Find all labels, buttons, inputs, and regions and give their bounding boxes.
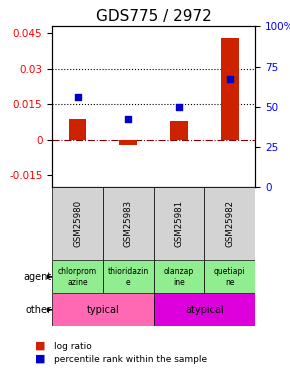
Text: other: other: [25, 305, 51, 315]
Bar: [154, 293, 255, 326]
Point: [177, 104, 182, 110]
Bar: [119, 140, 137, 145]
Bar: [52, 293, 154, 326]
Text: atypical: atypical: [185, 305, 224, 315]
Text: quetiapi
ne: quetiapi ne: [214, 267, 246, 286]
Bar: [52, 187, 103, 260]
Text: GSM25983: GSM25983: [124, 200, 133, 248]
Bar: [69, 118, 86, 140]
Text: olanzap
ine: olanzap ine: [164, 267, 194, 286]
Text: GSM25980: GSM25980: [73, 200, 82, 248]
Bar: [154, 260, 204, 293]
Bar: [204, 260, 255, 293]
Bar: [170, 121, 188, 140]
Text: ■: ■: [35, 354, 45, 364]
Bar: [103, 187, 154, 260]
Bar: [221, 38, 239, 140]
Text: percentile rank within the sample: percentile rank within the sample: [54, 355, 207, 364]
Text: typical: typical: [87, 305, 119, 315]
Bar: [103, 260, 154, 293]
Text: chlorprom
azine: chlorprom azine: [58, 267, 97, 286]
Text: thioridazin
e: thioridazin e: [108, 267, 149, 286]
Bar: [154, 187, 204, 260]
Title: GDS775 / 2972: GDS775 / 2972: [96, 9, 212, 24]
Bar: [52, 260, 103, 293]
Text: GSM25982: GSM25982: [225, 200, 234, 248]
Bar: [204, 187, 255, 260]
Text: agent: agent: [23, 272, 51, 282]
Point: [126, 116, 130, 122]
Point: [227, 76, 232, 82]
Point: [75, 94, 80, 100]
Text: log ratio: log ratio: [54, 342, 91, 351]
Text: ■: ■: [35, 340, 45, 351]
Text: GSM25981: GSM25981: [175, 200, 184, 248]
